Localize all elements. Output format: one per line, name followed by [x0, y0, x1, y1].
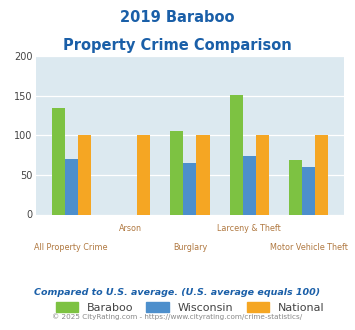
Bar — [184, 163, 196, 215]
Legend: Baraboo, Wisconsin, National: Baraboo, Wisconsin, National — [55, 302, 324, 313]
Bar — [256, 135, 269, 214]
Bar — [65, 159, 78, 214]
Text: 2019 Baraboo: 2019 Baraboo — [120, 10, 235, 25]
Text: Larceny & Theft: Larceny & Theft — [218, 224, 281, 233]
Text: Burglary: Burglary — [173, 243, 207, 252]
Text: Motor Vehicle Theft: Motor Vehicle Theft — [270, 243, 348, 252]
Bar — [243, 156, 256, 214]
Bar — [315, 135, 328, 214]
Bar — [196, 135, 209, 214]
Bar — [289, 160, 302, 214]
Text: Arson: Arson — [119, 224, 142, 233]
Bar — [137, 135, 150, 214]
Bar — [78, 135, 91, 214]
Bar — [170, 131, 184, 214]
Bar — [302, 167, 315, 214]
Text: Property Crime Comparison: Property Crime Comparison — [63, 38, 292, 53]
Text: All Property Crime: All Property Crime — [34, 243, 108, 252]
Text: Compared to U.S. average. (U.S. average equals 100): Compared to U.S. average. (U.S. average … — [34, 287, 321, 297]
Bar — [51, 108, 65, 214]
Bar — [230, 95, 243, 214]
Text: © 2025 CityRating.com - https://www.cityrating.com/crime-statistics/: © 2025 CityRating.com - https://www.city… — [53, 314, 302, 320]
